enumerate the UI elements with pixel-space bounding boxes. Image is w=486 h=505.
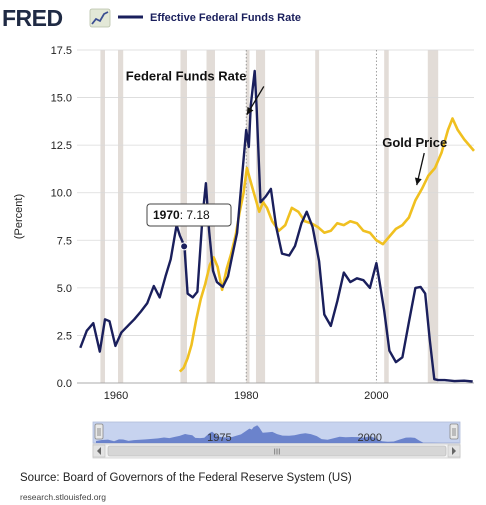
legend-label: Effective Federal Funds Rate — [150, 12, 301, 24]
recession-band — [384, 50, 389, 383]
recession-band — [118, 50, 124, 383]
navigator-left-handle[interactable] — [94, 423, 104, 440]
tooltip-marker — [180, 242, 189, 251]
range-navigator[interactable]: 1975 2000 III — [92, 421, 461, 459]
x-axis-ticks: 1960 1980 2000 — [104, 390, 389, 402]
source-note: Source: Board of Governors of the Federa… — [20, 472, 352, 484]
scroll-thumb[interactable] — [107, 445, 447, 457]
y-tick-label: 7.5 — [57, 235, 72, 247]
navigator-label: 2000 — [358, 432, 382, 444]
fred-logo: FRED — [2, 5, 63, 31]
recession-band — [315, 50, 320, 383]
recession-band — [100, 50, 105, 383]
scroll-grip-icon: III — [274, 448, 281, 457]
navigator-scrollbar[interactable]: III — [92, 443, 461, 459]
y-tick-label: 12.5 — [51, 140, 72, 152]
plot-area: 0.0 2.5 5.0 7.5 10.0 12.5 15.0 17.5 1960 1980 200… — [13, 45, 475, 402]
annotation-text: Federal Funds Rate — [126, 68, 247, 83]
x-tick-label: 1960 — [104, 390, 128, 402]
annotation-text: Gold Price — [382, 135, 447, 150]
y-axis-label: (Percent) — [13, 194, 25, 239]
x-tick-label: 2000 — [364, 390, 388, 402]
annotation-gold-price: Gold Price — [382, 135, 447, 186]
recession-band — [427, 50, 439, 383]
tooltip-text: 1970: 7.18 — [153, 208, 210, 222]
navigator-right-handle[interactable] — [449, 423, 459, 440]
y-tick-label: 2.5 — [57, 330, 72, 342]
series-line-gold-price — [178, 117, 475, 373]
y-tick-label: 15.0 — [51, 93, 72, 105]
x-tick-label: 1980 — [234, 390, 258, 402]
arrow-head-icon — [414, 177, 422, 186]
navigator-label: 1975 — [207, 432, 231, 444]
tooltip-box — [146, 203, 232, 227]
tooltip-value: : 7.18 — [180, 208, 210, 222]
recession-band — [255, 50, 266, 383]
series-line-federal-funds-rate — [79, 69, 473, 383]
hover-tooltip: 1970: 7.18 — [146, 203, 232, 251]
navigator-mini-chart — [96, 425, 459, 443]
y-tick-label: 0.0 — [57, 378, 72, 390]
arrow-head-icon — [246, 106, 254, 115]
source-url[interactable]: research.stlouisfed.org — [20, 492, 106, 502]
tooltip-year: 1970 — [153, 208, 180, 222]
header: FRED Effective Federal Funds Rate — [2, 5, 301, 31]
y-tick-label: 17.5 — [51, 45, 72, 57]
grid-lines — [77, 49, 474, 384]
recession-band — [246, 50, 250, 383]
arrow-right-icon — [452, 447, 456, 455]
y-tick-label: 10.0 — [51, 188, 72, 200]
y-tick-label: 5.0 — [57, 283, 72, 295]
annotation-federal-funds-rate: Federal Funds Rate — [126, 68, 265, 116]
arrow-left-icon — [97, 447, 101, 455]
fred-logo-graph-icon — [89, 8, 111, 28]
y-axis-ticks: 0.0 2.5 5.0 7.5 10.0 12.5 15.0 17.5 — [51, 45, 72, 390]
